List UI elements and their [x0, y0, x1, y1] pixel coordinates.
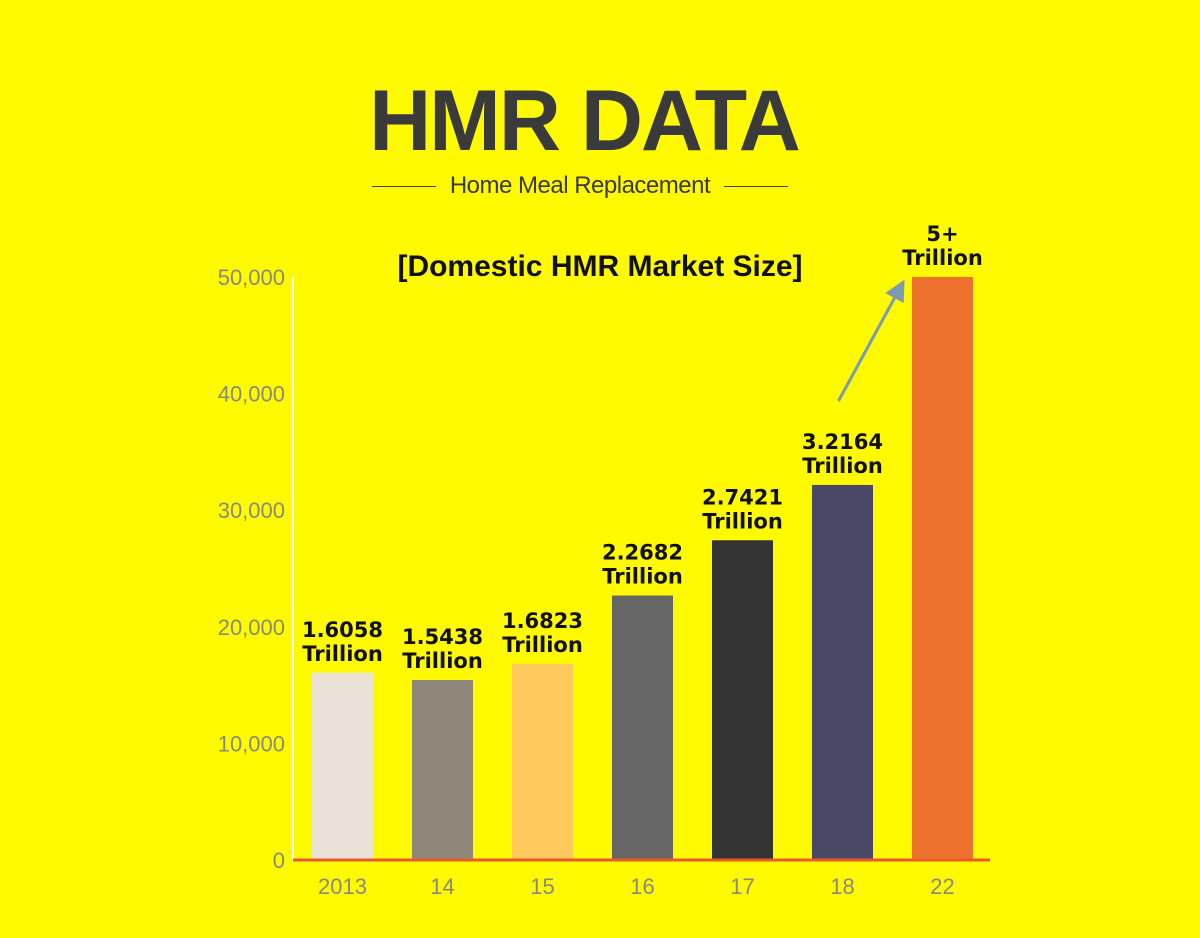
x-tick-label: 22 [930, 874, 954, 899]
x-tick-label: 17 [730, 874, 754, 899]
y-tick-label: 0 [273, 848, 285, 873]
data-label: 2.7421 Trillion [702, 485, 783, 533]
y-tick-label: 50,000 [218, 265, 285, 290]
y-tick-label: 40,000 [218, 382, 285, 407]
data-label: 1.5438 Trillion [402, 625, 483, 673]
bar [312, 672, 373, 860]
x-tick-label: 15 [530, 874, 554, 899]
data-label: 1.6058 Trillion [302, 618, 383, 666]
subtitle-row: Home Meal Replacement [0, 172, 1160, 200]
subtitle-rule-left [371, 185, 436, 187]
bar [712, 540, 773, 860]
data-labels: 1.6058 Trillion 1.5438 Trillion 1.6823 Trilli… [302, 222, 983, 673]
bars [312, 277, 973, 860]
bar [912, 277, 973, 860]
bar [512, 663, 573, 860]
y-tick-label: 10,000 [218, 731, 285, 756]
subtitle: Home Meal Replacement [449, 172, 711, 199]
page-title: HMR DATA [369, 73, 801, 169]
x-axis: 2013 14 15 16 17 18 22 [293, 858, 990, 899]
chart-title: [Domestic HMR Market Size] [397, 250, 803, 283]
subtitle-rule-right [724, 185, 789, 187]
y-tick-label: 20,000 [218, 615, 285, 640]
arrow [837, 279, 905, 402]
data-label: 3.2164 Trillion [802, 430, 883, 478]
annotation [837, 279, 905, 402]
data-label: 5+ Trillion [902, 222, 983, 270]
bar [612, 595, 673, 860]
data-label: 2.2682 Trillion [602, 541, 683, 589]
x-tick-label: 18 [830, 874, 854, 899]
y-tick-label: 30,000 [218, 498, 285, 523]
bar [812, 484, 873, 860]
x-tick-label: 16 [630, 874, 654, 899]
bar [412, 679, 473, 860]
data-label: 1.6823 Trillion [502, 609, 583, 657]
x-tick-label: 14 [430, 874, 454, 899]
x-tick-label: 2013 [318, 874, 367, 899]
y-axis: 0 10,000 20,000 30,000 40,000 50,000 [218, 265, 294, 873]
